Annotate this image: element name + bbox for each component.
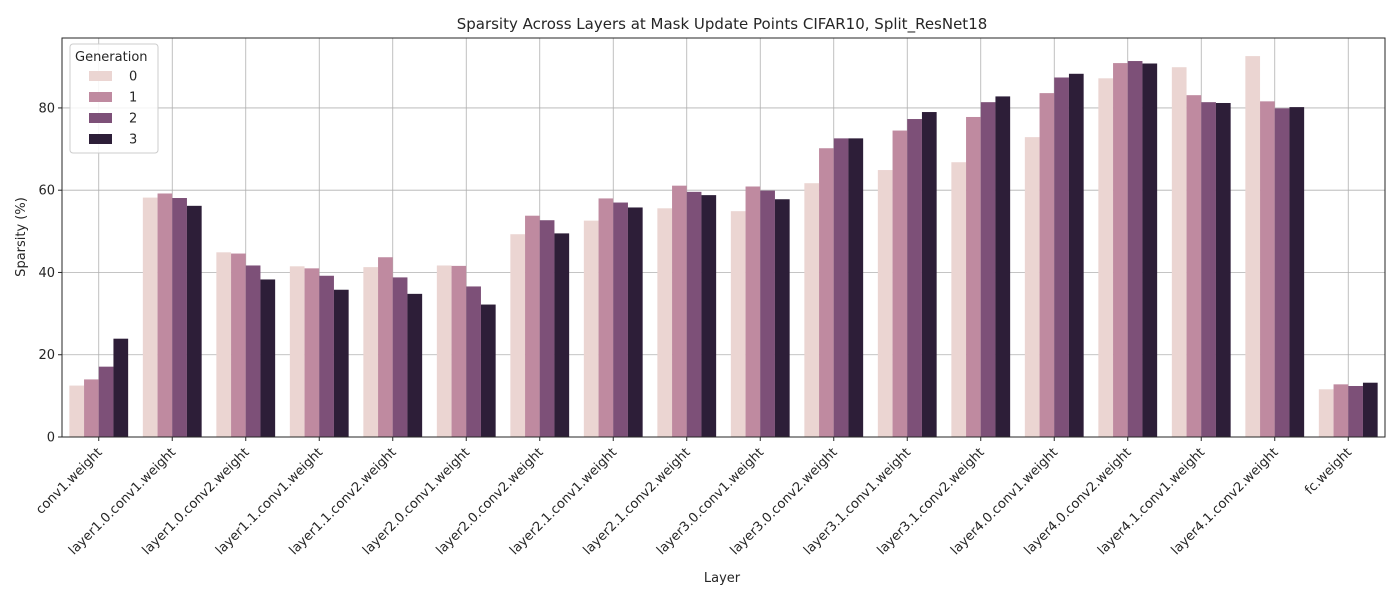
bar-gen-0 xyxy=(804,183,820,437)
legend-label: 0 xyxy=(129,70,137,85)
bar-gen-1 xyxy=(892,130,908,437)
bar-gen-2 xyxy=(1054,77,1069,438)
legend-swatch xyxy=(89,92,112,102)
bar-gen-2 xyxy=(319,275,334,437)
bar-gen-0 xyxy=(363,267,379,437)
bar-gen-0 xyxy=(436,265,452,437)
bar-gen-0 xyxy=(69,385,85,437)
bar-gen-0 xyxy=(730,211,746,437)
bars-group xyxy=(69,56,1378,438)
legend-swatch xyxy=(89,134,112,144)
bar-gen-3 xyxy=(627,207,643,437)
bar-gen-3 xyxy=(480,304,496,437)
y-axis-label: Sparsity (%) xyxy=(14,197,29,277)
bar-gen-1 xyxy=(231,253,246,437)
legend: Generation 0 1 2 3 xyxy=(69,43,159,154)
bar-gen-2 xyxy=(907,119,922,437)
bar-gen-0 xyxy=(1245,56,1261,437)
legend-label: 2 xyxy=(129,112,137,127)
bar-gen-3 xyxy=(848,138,864,437)
bar-gen-1 xyxy=(525,215,540,437)
bar-gen-1 xyxy=(966,116,981,437)
bar-gen-0 xyxy=(1171,67,1187,438)
x-ticks: conv1.weightlayer1.0.conv1.weightlayer1.… xyxy=(33,437,1355,558)
bar-gen-3 xyxy=(1215,102,1231,437)
bar-gen-1 xyxy=(672,185,687,437)
bar-gen-3 xyxy=(1142,63,1158,438)
bar-gen-0 xyxy=(1024,137,1040,437)
x-tick-label: fc.weight xyxy=(1302,445,1355,498)
bar-gen-1 xyxy=(1260,101,1275,438)
legend-label: 1 xyxy=(129,91,137,106)
bar-gen-1 xyxy=(451,265,467,437)
bar-gen-2 xyxy=(392,277,408,437)
bar-gen-3 xyxy=(554,233,570,437)
bar-gen-3 xyxy=(774,199,790,437)
bar-gen-0 xyxy=(510,234,526,437)
legend-swatch xyxy=(89,71,112,81)
bar-gen-0 xyxy=(1098,78,1114,437)
bar-gen-1 xyxy=(378,257,393,437)
y-tick-label: 20 xyxy=(38,348,55,363)
x-axis-label: Layer xyxy=(704,571,741,586)
bar-gen-3 xyxy=(186,205,202,437)
bar-gen-0 xyxy=(583,220,599,437)
bar-gen-2 xyxy=(613,202,628,437)
bar-gen-1 xyxy=(598,198,614,437)
legend-title: Generation xyxy=(75,50,148,65)
y-tick-label: 0 xyxy=(47,431,55,446)
bar-gen-0 xyxy=(1318,389,1334,437)
bar-gen-0 xyxy=(951,162,967,438)
bar-gen-0 xyxy=(289,266,305,437)
bar-gen-2 xyxy=(1348,385,1363,437)
bar-gen-2 xyxy=(1201,102,1216,438)
bar-gen-2 xyxy=(686,191,702,437)
bar-gen-3 xyxy=(333,289,349,437)
bar-gen-1 xyxy=(157,193,173,437)
bar-gen-1 xyxy=(1333,384,1349,437)
bar-gen-2 xyxy=(1127,61,1143,437)
bar-gen-3 xyxy=(701,195,717,437)
legend-swatch xyxy=(89,113,112,123)
x-tick-label: conv1.weight xyxy=(33,445,105,517)
bar-gen-3 xyxy=(1362,382,1378,437)
bar-gen-2 xyxy=(980,102,996,438)
bar-gen-2 xyxy=(172,198,187,437)
bar-gen-0 xyxy=(216,252,232,437)
bar-gen-1 xyxy=(1113,63,1128,438)
bar-gen-3 xyxy=(1289,107,1305,437)
bar-gen-3 xyxy=(113,338,129,437)
bar-gen-1 xyxy=(745,186,761,437)
bar-gen-3 xyxy=(921,112,937,438)
y-tick-label: 40 xyxy=(38,266,55,281)
bar-gen-2 xyxy=(466,286,481,437)
bar-gen-1 xyxy=(1039,93,1055,437)
bar-gen-2 xyxy=(833,138,849,437)
chart-title: Sparsity Across Layers at Mask Update Po… xyxy=(457,15,988,34)
bar-gen-2 xyxy=(98,366,114,437)
bar-gen-2 xyxy=(1274,108,1290,437)
bar-gen-1 xyxy=(819,148,834,437)
bar-gen-3 xyxy=(1068,73,1084,438)
bar-gen-1 xyxy=(1186,95,1202,438)
bar-gen-3 xyxy=(995,96,1011,437)
legend-label: 3 xyxy=(129,133,137,148)
bar-gen-3 xyxy=(260,279,276,437)
bar-gen-0 xyxy=(877,170,893,437)
bar-gen-2 xyxy=(760,190,775,437)
bar-gen-2 xyxy=(245,265,261,437)
bar-gen-1 xyxy=(304,268,320,437)
bar-gen-1 xyxy=(84,379,99,437)
plot-frame xyxy=(61,37,1386,438)
bar-gen-0 xyxy=(657,208,673,437)
bar-gen-2 xyxy=(539,220,555,437)
bar-gen-0 xyxy=(142,197,158,437)
y-ticks: 0 20 40 60 80 xyxy=(38,101,62,446)
bar-gen-3 xyxy=(407,293,423,437)
y-tick-label: 60 xyxy=(38,184,55,199)
y-tick-label: 80 xyxy=(38,101,55,116)
